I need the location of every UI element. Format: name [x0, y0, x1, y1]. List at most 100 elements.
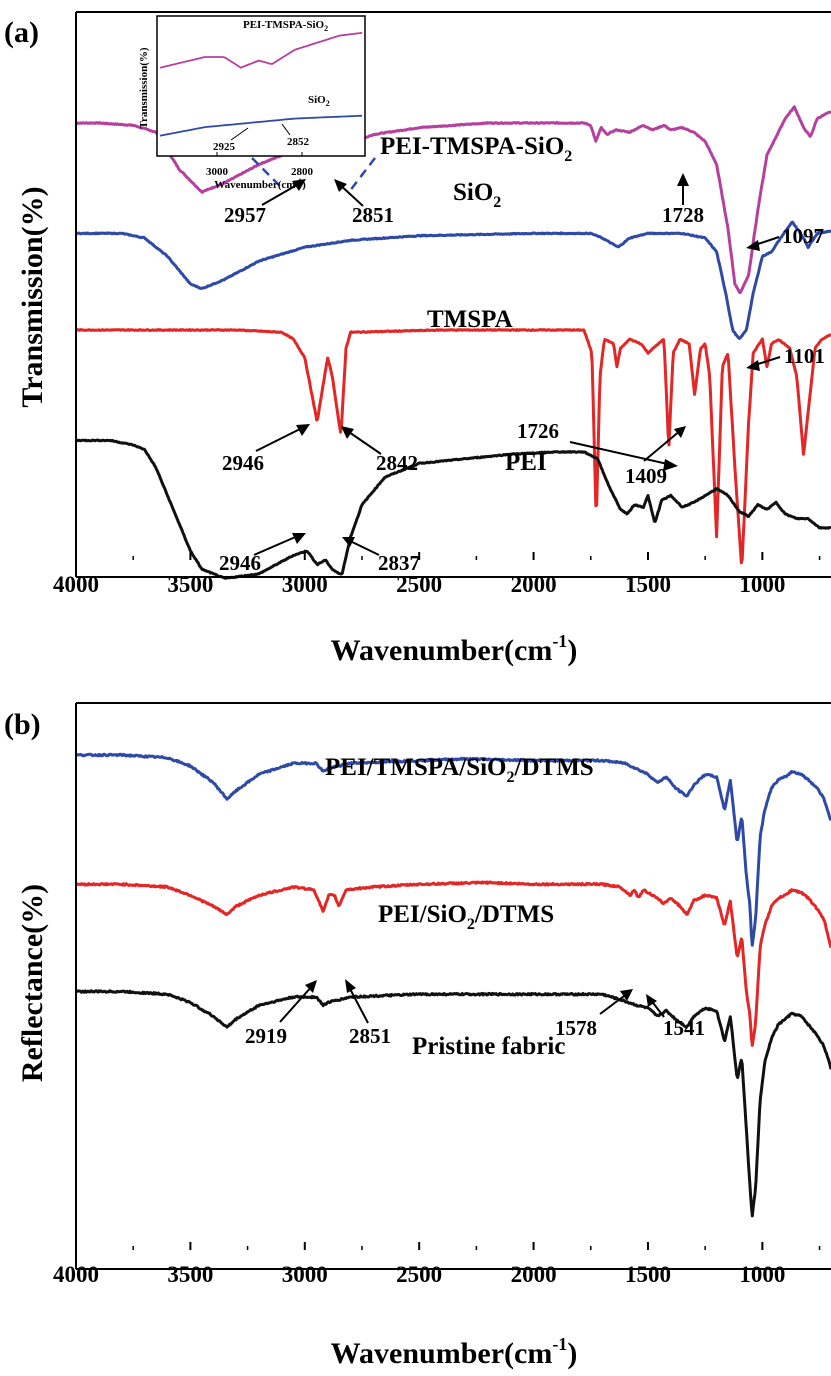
panel-a-series: [75, 105, 831, 580]
peak-annotation-1101: 1101: [746, 344, 825, 371]
inset-series: [159, 32, 363, 137]
x-tick-label-2500: 2500: [396, 572, 442, 597]
arrow-head-icon: [292, 533, 306, 544]
series-line-pei: [75, 438, 831, 580]
panel-b-xlabel: Wavenumber(cm-1): [331, 1334, 578, 1370]
annotation-label: 2842: [376, 451, 418, 475]
series-line-pei-tmspa-sio2-dtms: [74, 752, 831, 947]
x-tick-label-3500: 3500: [167, 1262, 213, 1287]
annotation-label: 1726: [517, 419, 559, 443]
annotation-label: 1728: [662, 203, 704, 227]
x-tick-label-2000: 2000: [511, 1262, 557, 1287]
arrow-head-icon: [296, 424, 310, 436]
arrow-head-icon: [620, 989, 633, 1001]
inset-xlabel: Wavenumber(cm-1): [214, 177, 306, 191]
inset-line-sio2: [159, 114, 363, 137]
inset-chart: Transmission(%) PEI-TMSPA-SiO2 SiO2 2925…: [138, 15, 366, 191]
inset-line-pei-tmspa-sio2: [159, 32, 363, 69]
series-label-pristine-fabric: Pristine fabric: [412, 1033, 565, 1060]
peak-annotation-2919: 2919: [245, 980, 317, 1048]
x-tick-label-4000: 4000: [53, 1262, 99, 1287]
annotation-label: 2837: [378, 551, 420, 575]
series-line-pei-tmspa-sio2: [75, 105, 831, 294]
annotation-arrow: [347, 539, 380, 556]
inset-series-label-pei-tmspa-sio2: PEI-TMSPA-SiO2: [243, 19, 328, 33]
series-line-tmspa: [75, 328, 831, 565]
arrow-head-icon: [341, 426, 354, 439]
annotation-label: 1541: [663, 1016, 705, 1040]
peak-annotation-1726: 1726: [517, 419, 678, 471]
panel-a-ylabel: Transmission(%): [16, 186, 49, 407]
series-line-pei-sio2-dtms: [74, 880, 831, 1047]
inset-connector-left: [251, 157, 283, 189]
peak-annotation-1578: 1578: [555, 989, 633, 1040]
panel-a-xlabel: Wavenumber(cm-1): [331, 631, 578, 667]
peak-annotation-1409: 1409: [625, 426, 686, 488]
arrow-head-icon: [674, 426, 686, 438]
series-line-sio2: [75, 220, 831, 340]
peak-annotation-1097: 1097: [746, 224, 824, 251]
panel-a-x-ticks: 4000 3500 3000 2500 2000 1500 1000: [53, 552, 821, 597]
annotation-arrow: [279, 984, 314, 1023]
panel-b: (b) 4000 3500 3000 2500 2000 1500 1000 Reflect…: [4, 702, 831, 1370]
series-label-tmspa: TMSPA: [427, 306, 513, 333]
peak-annotation-2946-tmspa: 2946: [222, 424, 310, 475]
inset-annotation-2852: 2852: [287, 136, 310, 148]
series-label-pei-tmspa-sio2: PEI-TMSPA-SiO2: [380, 133, 572, 165]
annotation-label: 1101: [784, 344, 825, 368]
x-tick-label-2500: 2500: [396, 1262, 442, 1287]
arrow-head-icon: [342, 537, 355, 547]
x-tick-label-1500: 1500: [625, 1262, 671, 1287]
peak-annotation-2842: 2842: [341, 426, 418, 475]
peak-annotation-2851: 2851: [334, 179, 394, 227]
annotation-label: 2919: [245, 1024, 287, 1048]
inset-tick-label: 2800: [291, 166, 314, 178]
panel-a-label: (a): [4, 16, 39, 49]
series-label-sio2: SiO2: [453, 179, 501, 211]
x-tick-label-1000: 1000: [739, 1262, 785, 1287]
annotation-label: 2851: [352, 203, 394, 227]
x-tick-label-3000: 3000: [282, 1262, 328, 1287]
annotation-label: 1409: [625, 464, 667, 488]
annotation-arrow: [347, 984, 369, 1024]
series-label-pei: PEI: [505, 449, 547, 476]
annotation-label: 2851: [349, 1024, 391, 1048]
x-tick-label-2000: 2000: [511, 572, 557, 597]
arrow-head-icon: [646, 994, 657, 1007]
annotation-label: 1578: [555, 1016, 597, 1040]
series-label-pei-tmspa-sio2-dtms: PEI/TMSPA/SiO2/DTMS: [325, 754, 594, 786]
x-tick-label-3000: 3000: [282, 572, 328, 597]
series-label-pei-sio2-dtms: PEI/SiO2/DTMS: [378, 901, 554, 933]
arrow-head-icon: [305, 980, 317, 993]
panel-a: (a) 4000 3500 3000 2500 2000 1500 1000 Transmi…: [4, 11, 831, 667]
arrow-head-icon: [345, 979, 356, 993]
peak-annotation-2837: 2837: [342, 537, 420, 575]
peak-annotation-2851-b: 2851: [345, 979, 391, 1048]
annotation-label: 2946: [222, 451, 264, 475]
peak-annotation-2946-pei: 2946: [219, 533, 306, 575]
annotation-arrow: [253, 534, 301, 556]
annotation-arrow: [643, 429, 682, 462]
x-tick-label-3500: 3500: [167, 572, 213, 597]
panel-b-ylabel: Reflectance(%): [16, 884, 49, 1082]
inset-ylabel: Transmission(%): [138, 47, 150, 128]
peak-annotation-1728: 1728: [662, 173, 704, 227]
x-tick-label-1000: 1000: [739, 572, 785, 597]
annotation-arrow: [345, 429, 382, 455]
inset-tick-label: 3000: [206, 166, 229, 178]
inset-connector-right: [348, 157, 376, 193]
arrow-head-icon: [677, 173, 689, 186]
arrow-head-icon: [746, 360, 760, 371]
inset-annotation-arrow: [230, 127, 249, 141]
peak-annotation-2957: 2957: [224, 179, 306, 227]
panel-b-label: (b): [4, 708, 41, 741]
peak-annotation-1541: 1541: [646, 994, 705, 1040]
arrow-head-icon: [746, 240, 760, 251]
series-line-pristine-fabric: [74, 989, 831, 1218]
inset-series-label-sio2: SiO2: [308, 94, 330, 108]
annotation-arrow: [569, 441, 673, 466]
annotation-arrow: [599, 992, 629, 1015]
inset-annotation-arrow: [281, 123, 291, 136]
panel-b-x-ticks: 4000 3500 3000 2500 2000 1500 1000: [53, 1242, 821, 1287]
